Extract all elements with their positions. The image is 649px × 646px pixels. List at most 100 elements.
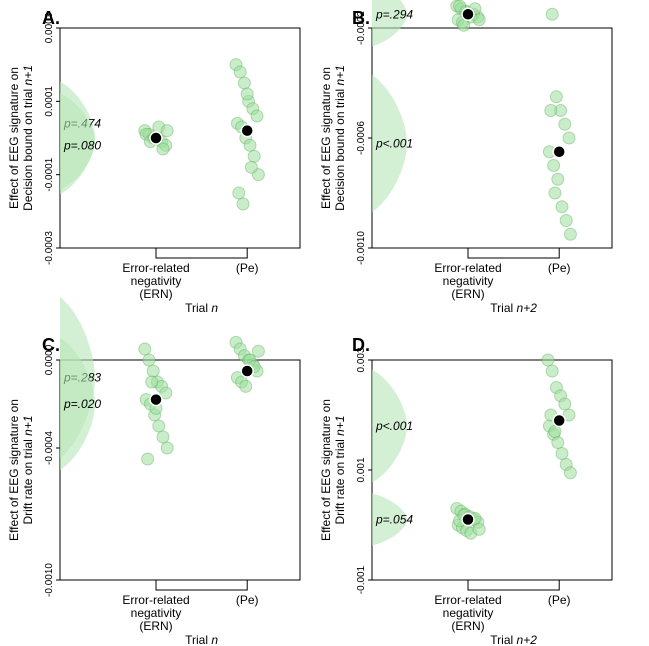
data-point [151,376,163,388]
xlabel: Trial n [185,301,218,315]
panel-A-svg: -0.0003-0.00010.00010.0003Effect of EEG … [0,0,649,646]
ytick-label: -0.0001 [44,157,55,191]
ytick-label: -0.0006 [356,121,367,155]
data-point [452,14,464,26]
data-point [140,128,152,140]
data-point [461,525,473,537]
data-point [156,380,168,392]
data-point [143,354,155,366]
data-point [231,117,243,129]
ytick-label: -0.0010 [44,563,55,597]
violin [60,338,95,470]
data-point [552,437,564,449]
panel-label-C: C. [42,335,60,356]
data-point [549,426,561,438]
data-point [545,105,557,117]
data-point [465,527,477,539]
data-point [161,442,173,454]
data-point [546,8,558,20]
group-mean-point [462,8,474,20]
data-point [144,398,156,410]
category-label: negativity [443,274,494,288]
data-point [456,17,468,29]
data-point [458,19,470,31]
data-point [234,343,246,355]
data-point [469,512,481,524]
data-point [563,409,575,421]
data-point [455,3,467,15]
data-point [241,88,253,100]
plot-frame [60,360,300,580]
data-point [147,132,159,144]
ytick-label: -0.0010 [356,231,367,265]
xlabel: Trial n [185,633,218,646]
data-point [563,132,575,144]
data-point [153,420,165,432]
data-point [552,173,564,185]
violin [60,93,95,190]
category-label: (Pe) [548,593,571,607]
data-point [252,169,264,181]
data-point [149,132,161,144]
data-point [560,215,572,227]
data-point [546,365,558,377]
panel-B-svg: -0.0010-0.0006-0.0002Effect of EEG signa… [0,0,649,646]
category-label: negativity [131,274,182,288]
data-point [244,354,256,366]
data-point [458,509,470,521]
data-point [161,125,173,137]
ylabel-line1: Effect of EEG signature on [7,67,21,209]
data-point [151,132,163,144]
data-point [560,459,572,471]
category-bracket [468,585,559,590]
data-point [452,519,464,531]
category-label: Error-related [122,261,189,275]
ylabel-line2: Drift rate on trial n+1 [21,415,35,524]
p-value-label: p=.294 [375,7,413,21]
data-point [456,522,468,534]
data-point [157,431,169,443]
data-point [237,198,249,210]
data-point [545,409,557,421]
category-bracket [156,585,247,590]
data-point [153,121,165,133]
data-point [147,365,159,377]
category-label: negativity [443,606,494,620]
data-point [549,187,561,199]
group-mean-point [553,146,565,158]
ylabel-line1: Effect of EEG signature on [7,399,21,541]
p-value-label: p<.001 [375,419,413,433]
violin [60,297,95,458]
violin [372,493,407,545]
data-point [564,467,576,479]
data-point [230,336,242,348]
data-point [473,14,485,26]
p-value-label: p=.474 [63,116,101,130]
data-point [543,420,555,432]
data-point [238,350,250,362]
ylabel-line2: Decision bound on trial n+1 [333,65,347,211]
data-point [555,390,567,402]
category-label: Error-related [434,593,501,607]
group-mean-point [241,125,253,137]
data-point [463,511,475,523]
data-point [473,523,485,535]
data-point [243,95,255,107]
data-point [231,372,243,384]
data-point [236,121,248,133]
p-value-label: p<.001 [375,137,413,151]
category-label: (Pe) [236,261,259,275]
data-point [243,354,255,366]
panel-C-svg: -0.0010-0.00040.0000Effect of EEG signat… [0,0,649,646]
data-point [455,505,467,517]
data-point [472,516,484,528]
data-point [230,59,242,71]
ytick-label: 0.001 [356,457,367,482]
data-point [160,139,172,151]
p-value-label: p=.020 [63,397,101,411]
ylabel-line1: Effect of EEG signature on [319,399,333,541]
ytick-label: 0.0001 [44,86,55,117]
data-point [244,139,256,151]
data-point [472,11,484,23]
ytick-label: -0.001 [356,565,367,594]
